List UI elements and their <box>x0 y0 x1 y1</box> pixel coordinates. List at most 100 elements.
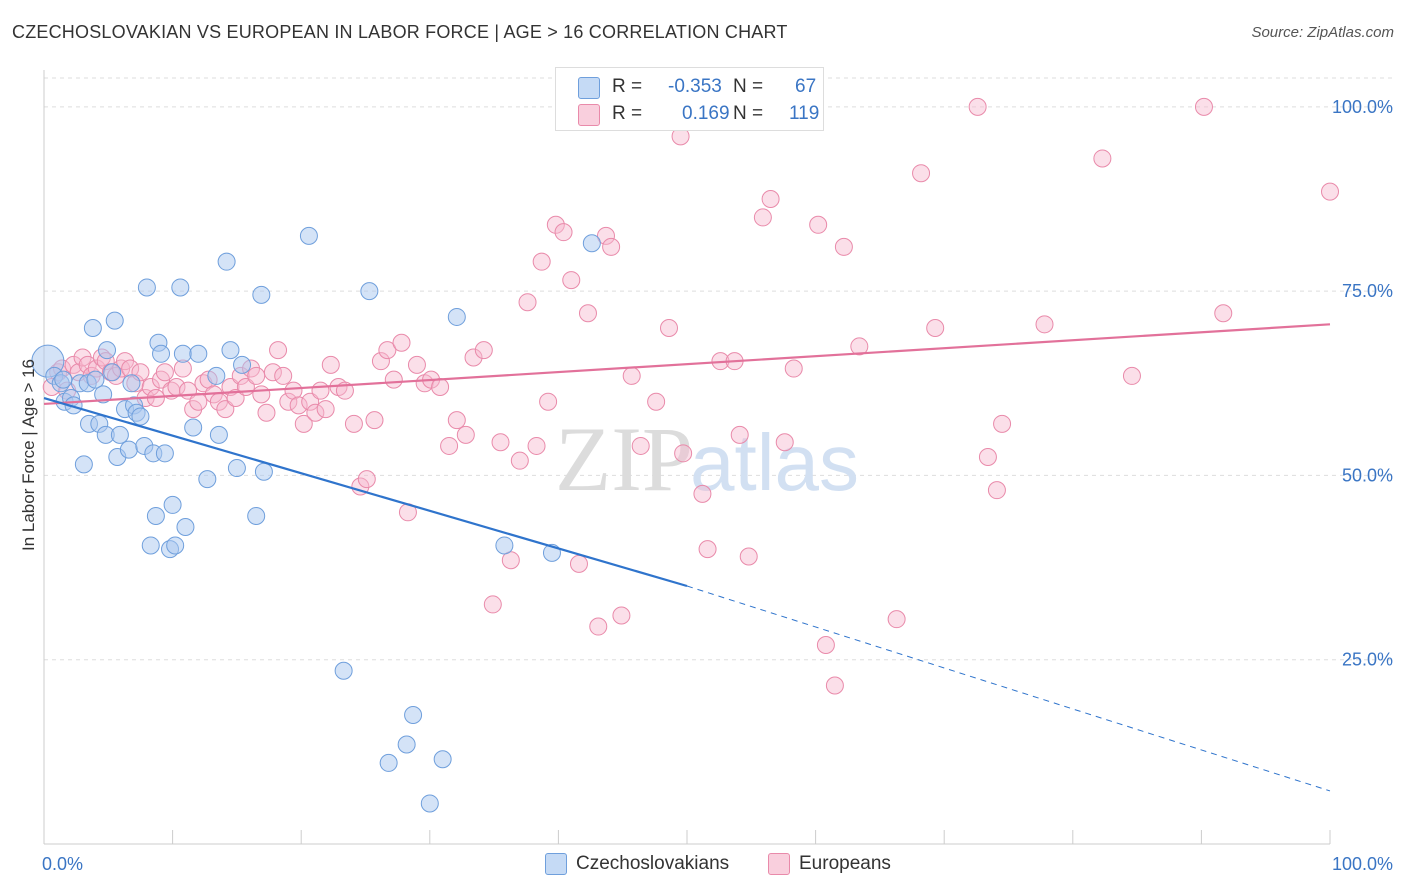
data-point-europeans <box>407 355 426 374</box>
data-point-czechoslovakians <box>397 735 416 754</box>
data-point-europeans <box>527 436 546 455</box>
data-point-czechoslovakians <box>221 341 240 360</box>
data-point-europeans <box>596 226 615 245</box>
data-point-europeans <box>674 444 693 463</box>
data-point-europeans <box>357 470 376 489</box>
data-point-europeans <box>316 400 335 419</box>
legend-n-value: 67 <box>795 76 817 97</box>
data-point-europeans <box>392 333 411 352</box>
data-point-europeans <box>371 352 390 371</box>
data-point-czechoslovakians <box>299 226 318 245</box>
data-point-europeans <box>78 355 97 374</box>
series-europeans-points <box>42 97 1339 695</box>
data-point-europeans <box>311 381 330 400</box>
legend-r-value: 0.169 <box>682 103 730 124</box>
data-point-europeans <box>987 481 1006 500</box>
data-point-europeans <box>887 610 906 629</box>
data-point-europeans <box>809 215 828 234</box>
data-point-europeans <box>775 433 794 452</box>
data-point-europeans <box>189 392 208 411</box>
data-point-europeans <box>321 355 340 374</box>
data-point-europeans <box>622 366 641 385</box>
data-point-europeans <box>269 341 288 360</box>
data-point-europeans <box>850 337 869 356</box>
y-tick-label: 100.0% <box>1332 97 1393 117</box>
y-tick-label: 75.0% <box>1342 281 1393 301</box>
y-tick-label: 25.0% <box>1342 650 1393 670</box>
data-point-czechoslovakians <box>189 344 208 363</box>
legend-r-label: R = <box>612 76 643 97</box>
data-point-europeans <box>753 208 772 227</box>
data-point-europeans <box>141 377 160 396</box>
data-point-czechoslovakians <box>334 661 353 680</box>
data-point-europeans <box>431 377 450 396</box>
y-tick-label: 50.0% <box>1342 465 1393 485</box>
watermark-atlas: atlas <box>690 418 859 507</box>
data-point-czechoslovakians <box>152 344 171 363</box>
data-point-europeans <box>518 293 537 312</box>
data-point-europeans <box>1214 304 1233 323</box>
data-point-europeans <box>739 547 758 566</box>
data-point-europeans <box>510 451 529 470</box>
series-czechoslovakians-points <box>31 226 601 813</box>
data-point-europeans <box>532 252 551 271</box>
data-point-czechoslovakians <box>217 252 236 271</box>
data-point-czechoslovakians <box>98 341 117 360</box>
data-point-europeans <box>483 595 502 614</box>
trend-line-czechoslovakians-extension <box>686 585 1331 792</box>
data-point-czechoslovakians <box>379 753 398 772</box>
tick-labels: 25.0% 50.0% 75.0% 100.0% 0.0% 100.0% <box>42 97 1393 874</box>
data-point-europeans <box>289 396 308 415</box>
data-point-europeans <box>578 304 597 323</box>
trend-line-europeans <box>43 323 1331 406</box>
data-point-europeans <box>1321 182 1339 201</box>
data-point-europeans <box>1093 149 1112 168</box>
data-point-europeans <box>294 414 313 433</box>
data-point-czechoslovakians <box>141 536 160 555</box>
data-point-czechoslovakians <box>207 366 226 385</box>
data-point-europeans <box>257 403 276 422</box>
data-point-europeans <box>306 403 325 422</box>
data-point-europeans <box>247 366 266 385</box>
bottom-legend-swatch-blue <box>545 853 567 875</box>
data-point-europeans <box>825 676 844 695</box>
data-point-czechoslovakians <box>155 444 174 463</box>
watermark-zip: ZIP <box>555 408 693 510</box>
data-point-europeans <box>1035 315 1054 334</box>
axes <box>43 70 1331 845</box>
data-point-czechoslovakians <box>74 455 93 474</box>
data-point-czechoslovakians <box>146 506 165 525</box>
data-point-czechoslovakians <box>247 506 266 525</box>
legend-swatch-pink <box>578 104 600 126</box>
data-point-czechoslovakians <box>103 363 122 382</box>
trend-line-czechoslovakians <box>43 396 688 588</box>
data-point-czechoslovakians <box>404 706 423 724</box>
data-point-europeans <box>252 385 271 404</box>
legend-r-label: R = <box>612 103 643 124</box>
data-point-europeans <box>912 164 931 183</box>
data-point-czechoslovakians <box>233 355 252 374</box>
data-point-europeans <box>447 411 466 430</box>
data-point-europeans <box>784 359 803 378</box>
chart-title: CZECHOSLOVAKIAN VS EUROPEAN IN LABOR FOR… <box>12 22 788 42</box>
data-point-europeans <box>730 425 749 444</box>
data-point-europeans <box>698 540 717 559</box>
legend-r-value: -0.353 <box>668 76 722 97</box>
data-point-europeans <box>659 319 678 337</box>
data-point-europeans <box>761 190 780 208</box>
data-point-europeans <box>562 271 581 290</box>
data-point-czechoslovakians <box>433 750 452 769</box>
data-point-europeans <box>491 433 510 452</box>
data-point-europeans <box>612 606 631 625</box>
data-point-czechoslovakians <box>105 311 124 330</box>
data-point-europeans <box>440 436 459 455</box>
x-tick-label-min: 0.0% <box>42 854 83 874</box>
legend-swatch-blue <box>578 77 600 99</box>
source-label: Source: ZipAtlas.com <box>1251 24 1394 41</box>
data-point-europeans <box>539 392 558 411</box>
data-point-czechoslovakians <box>137 278 156 297</box>
data-point-europeans <box>344 414 363 433</box>
data-point-czechoslovakians <box>254 462 273 481</box>
legend-n-label: N = <box>733 76 764 97</box>
